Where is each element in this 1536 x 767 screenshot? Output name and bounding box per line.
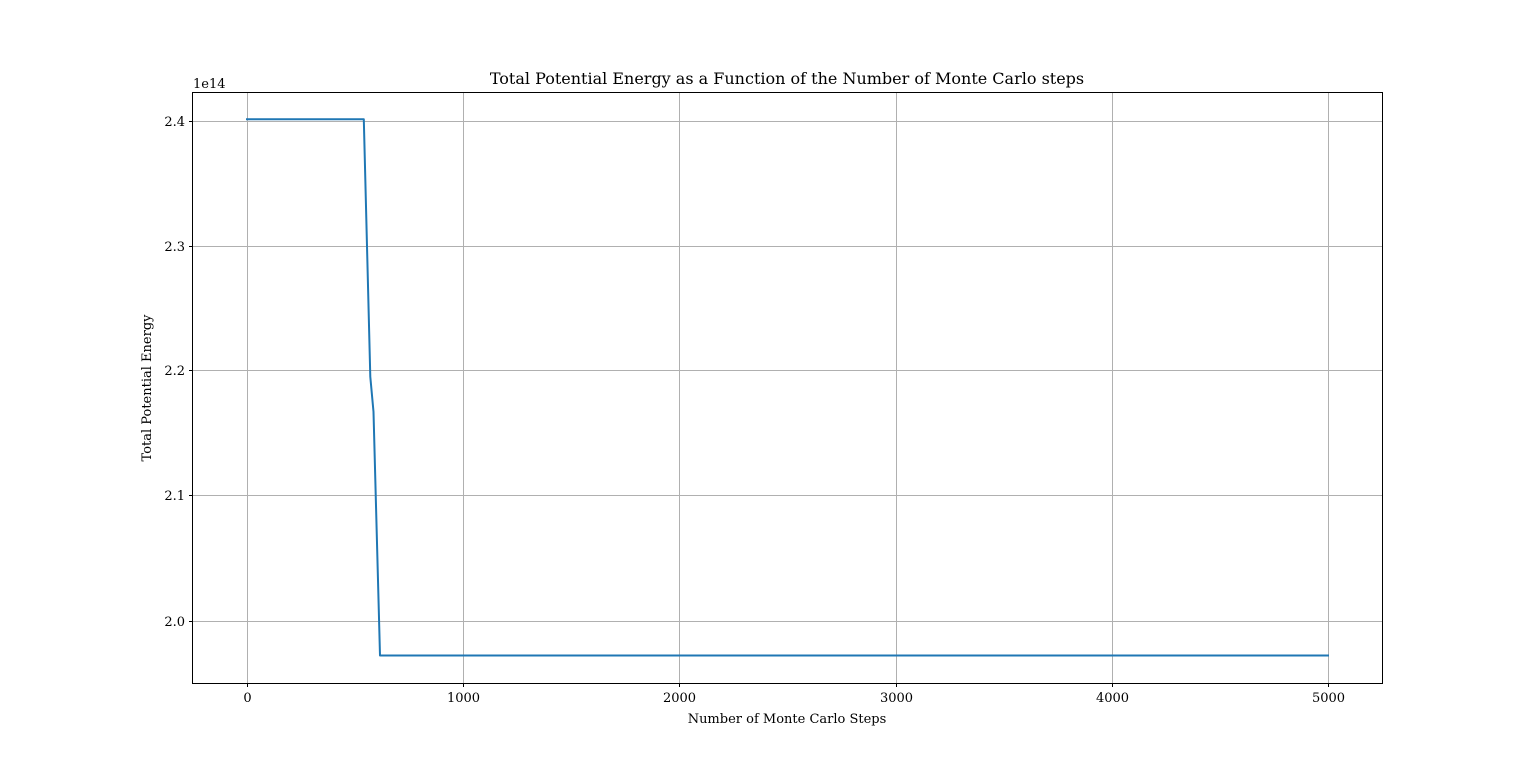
y-tick-label: 2.4 — [164, 115, 185, 130]
y-axis-offset-label: 1e14 — [193, 77, 226, 92]
series-line-0 — [246, 118, 1329, 657]
y-tick-label: 2.0 — [164, 615, 185, 630]
y-axis-label: Total Potential Energy — [140, 314, 155, 462]
y-tick-label: 2.1 — [164, 489, 185, 504]
x-tick-label: 2000 — [663, 691, 696, 706]
x-tick-label: 4000 — [1096, 691, 1129, 706]
y-tick-label: 2.3 — [164, 240, 185, 255]
grid-lines — [193, 93, 1382, 683]
x-tick-label: 5000 — [1312, 691, 1345, 706]
plot-frame — [192, 92, 1383, 684]
x-tick-label: 3000 — [880, 691, 913, 706]
series-layer — [246, 118, 1329, 657]
x-axis-label: Number of Monte Carlo Steps — [688, 712, 887, 727]
y-tick-label: 2.2 — [164, 364, 185, 379]
tick-marks: 0 1000 2000 3000 4000 5000 2.0 2.1 2.2 2.3 2.4 — [164, 115, 1345, 706]
chart-title: Total Potential Energy as a Function of … — [490, 69, 1084, 88]
x-tick-label: 1000 — [447, 691, 480, 706]
x-tick-label: 0 — [243, 691, 251, 706]
